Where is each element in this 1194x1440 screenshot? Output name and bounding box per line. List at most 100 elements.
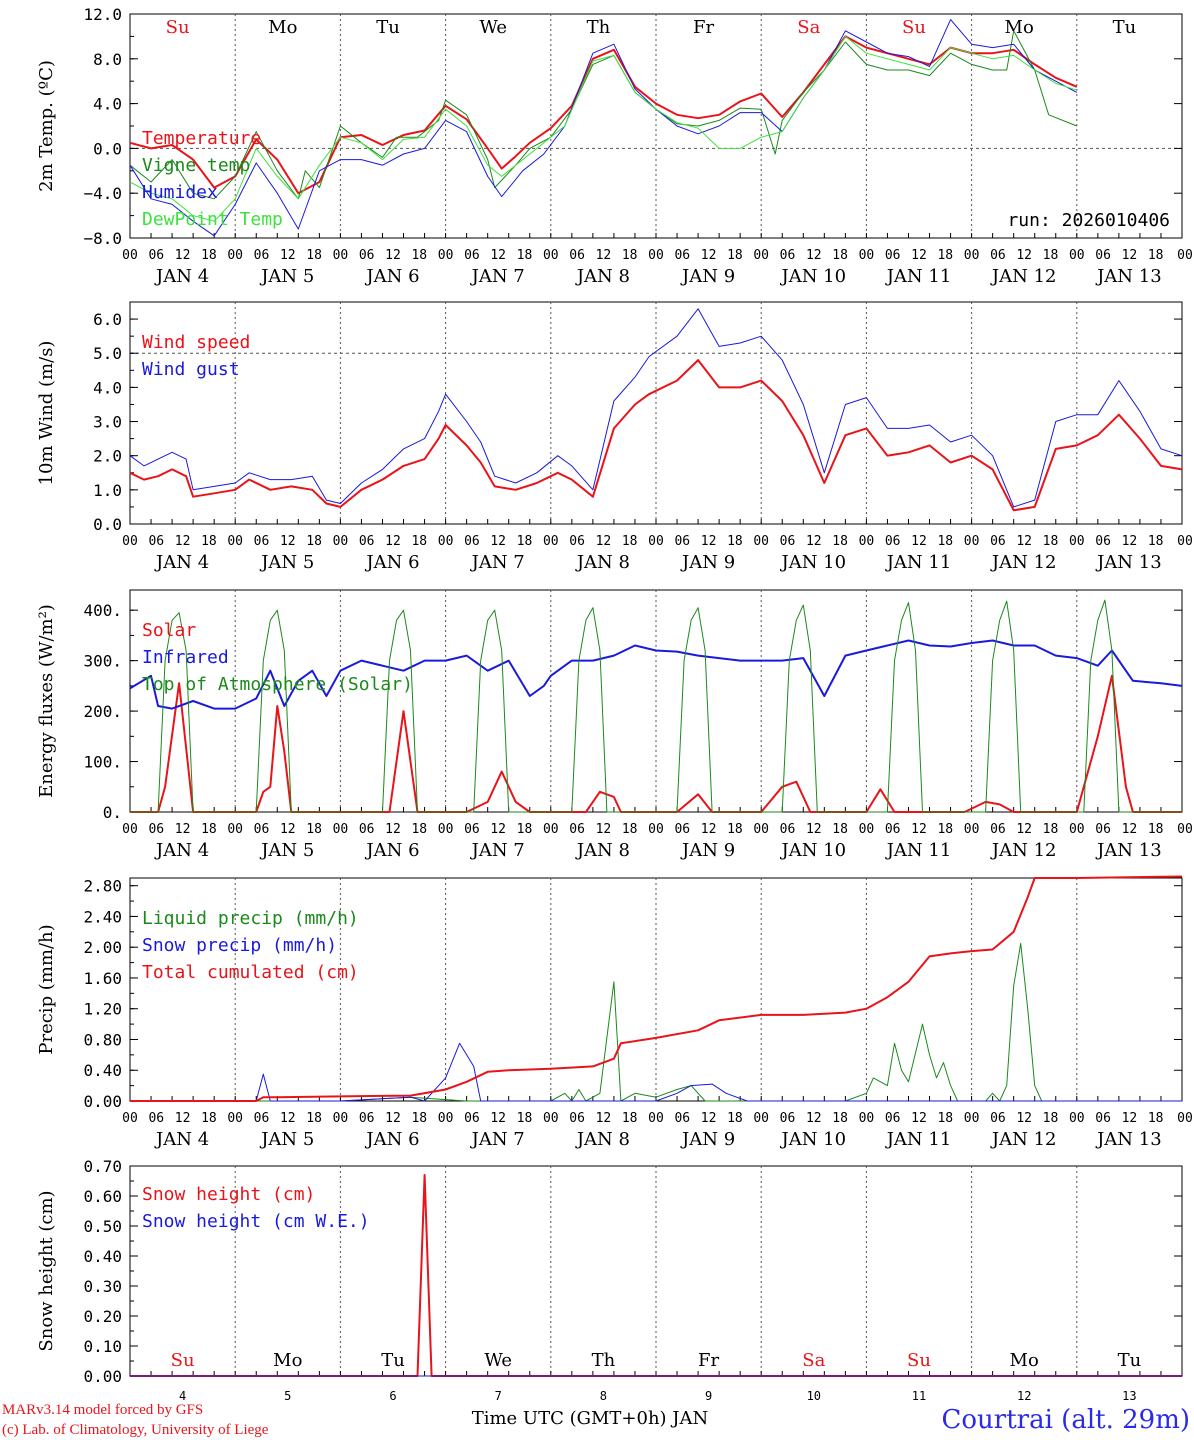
x-tick-label: 06 [569,822,585,837]
x-tick-label: 12 [1016,1111,1032,1126]
legend-entry: Total cumulated (cm) [142,962,359,983]
x-tick-label: 12 [280,534,296,549]
x-tick-label: 00 [753,1111,769,1126]
x-tick-label: 00 [122,822,138,837]
x-tick-label: 18 [411,248,427,263]
x-tick-label: 06 [148,534,164,549]
legend-entry: Snow height (cm W.E.) [142,1211,370,1232]
x-tick-label: 12 [175,822,191,837]
x-tick-label: 18 [306,248,322,263]
x-tick-label: 12 [596,1111,612,1126]
x-tick-label: 18 [1043,822,1059,837]
x-axis-title: Time UTC (GMT+0h) JAN [472,1408,709,1429]
station-name: Courtrai (alt. 29m) [942,1405,1191,1435]
x-tick-label: 18 [937,534,953,549]
weekday-label: Mo [268,17,297,38]
x-tick-label: 18 [517,534,533,549]
day-label: JAN 8 [575,840,630,861]
x-tick-label: 18 [937,822,953,837]
x-tick-label: 12 [1122,1111,1138,1126]
weekday-label: We [479,17,507,38]
x-tick-label: 18 [201,534,217,549]
x-tick-label: 12 [385,822,401,837]
y-axis-title: Precip (mm/h) [36,924,57,1054]
panel-energy: 0. 100. 200. 300. 400. Energy fluxes (W/m²) So… [36,589,1193,861]
x-tick-label: 18 [1043,1111,1059,1126]
y-tick-label: 0.40 [83,1061,122,1080]
x-tick-label: 12 [385,1111,401,1126]
x-tick-label: 06 [359,248,375,263]
x-tick-label: 12 [806,534,822,549]
x-tick-label: 12 [596,534,612,549]
weekday-label: Mo [273,1350,302,1371]
weekday-label: Su [907,1350,931,1371]
x-tick-label: 00 [227,1111,243,1126]
weekday-label: Tu [381,1350,405,1371]
day-label: JAN 4 [154,1129,209,1150]
legend-entry: Humidex [142,182,218,203]
legend-entry: Snow precip (mm/h) [142,935,337,956]
legend-entry: Vigne temp [142,155,250,176]
x-tick-label: 18 [517,822,533,837]
weekday-label: Sa [802,1350,825,1371]
x-tick-label: 00 [964,534,980,549]
y-tick-label: 0. [103,803,122,822]
day-number: 9 [705,1389,712,1403]
day-label: JAN 9 [680,1129,735,1150]
day-number: 6 [389,1389,396,1403]
x-tick-label: 18 [201,822,217,837]
y-tick-label: 400. [83,601,122,620]
series-line-wind-speed [129,359,1183,512]
day-number: 12 [1017,1389,1031,1403]
y-tick-label: 2.00 [83,938,122,957]
series-line-snow-height-cm- [130,1174,1182,1377]
series-line-temperature [129,35,1078,195]
x-tick-label: 06 [359,1111,375,1126]
run-label: run: 2026010406 [1007,210,1170,231]
x-tick-label: 00 [438,822,454,837]
x-tick-label: 18 [411,534,427,549]
x-tick-label: 00 [438,248,454,263]
weekday-label: Su [902,17,926,38]
x-tick-label: 18 [727,1111,743,1126]
x-tick-label: 06 [569,534,585,549]
x-tick-label: 00 [543,248,559,263]
legend-entry: Liquid precip (mm/h) [142,908,359,929]
x-tick-label: 06 [990,248,1006,263]
day-label: JAN 7 [470,552,525,573]
x-tick-label: 12 [1122,248,1138,263]
day-label: JAN 12 [990,266,1057,287]
series-line-infrared [129,639,1183,710]
y-axis-title: 2m Temp. (ºC) [36,60,57,192]
legend-entry: Wind speed [142,332,250,353]
x-tick-label: 06 [674,1111,690,1126]
x-tick-label: 12 [490,534,506,549]
x-tick-label: 00 [1069,248,1085,263]
day-label: JAN 13 [1095,840,1162,861]
x-tick-label: 06 [1095,822,1111,837]
x-tick-label: 12 [596,822,612,837]
weekday-label: Th [592,1350,616,1371]
x-tick-label: 00 [333,822,349,837]
day-label: JAN 11 [885,266,952,287]
x-tick-label: 00 [964,248,980,263]
x-tick-label: 18 [1043,248,1059,263]
day-label: JAN 4 [154,266,209,287]
x-tick-label: 00 [753,534,769,549]
series-line-total-cumulated-cm- [130,875,1183,1102]
x-tick-label: 00 [438,1111,454,1126]
legend-entry: Wind gust [142,359,240,380]
y-tick-label: 2.80 [83,877,122,896]
day-label: JAN 9 [680,266,735,287]
x-tick-label: 12 [1016,822,1032,837]
day-number: 5 [284,1389,291,1403]
weekday-label: Th [587,17,611,38]
x-tick-label: 12 [806,822,822,837]
x-tick-label: 12 [1016,534,1032,549]
y-tick-label: 0.80 [83,1030,122,1049]
x-tick-label: 18 [832,248,848,263]
x-tick-label: 12 [175,248,191,263]
x-tick-label: 12 [911,822,927,837]
series-line-top-of-atmosphere-solar- [130,599,1182,813]
day-label: JAN 7 [470,1129,525,1150]
